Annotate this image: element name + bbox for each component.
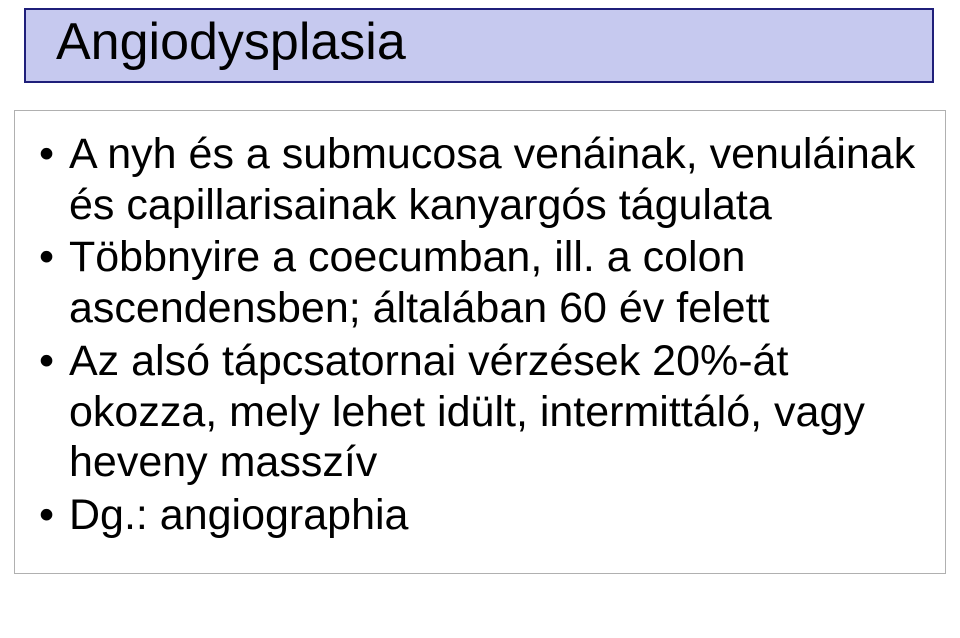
slide-title: Angiodysplasia [24, 8, 934, 83]
slide: Angiodysplasia A nyh és a submucosa vená… [0, 0, 960, 638]
list-item: Az alsó tápcsatornai vérzések 20%-át oko… [69, 336, 925, 490]
list-item: Dg.: angiographia [69, 490, 925, 543]
slide-body: A nyh és a submucosa venáinak, venuláina… [14, 110, 946, 574]
bullet-list: A nyh és a submucosa venáinak, venuláina… [35, 129, 925, 543]
list-item: A nyh és a submucosa venáinak, venuláina… [69, 129, 925, 232]
list-item: Többnyire a coecumban, ill. a colon asce… [69, 232, 925, 335]
